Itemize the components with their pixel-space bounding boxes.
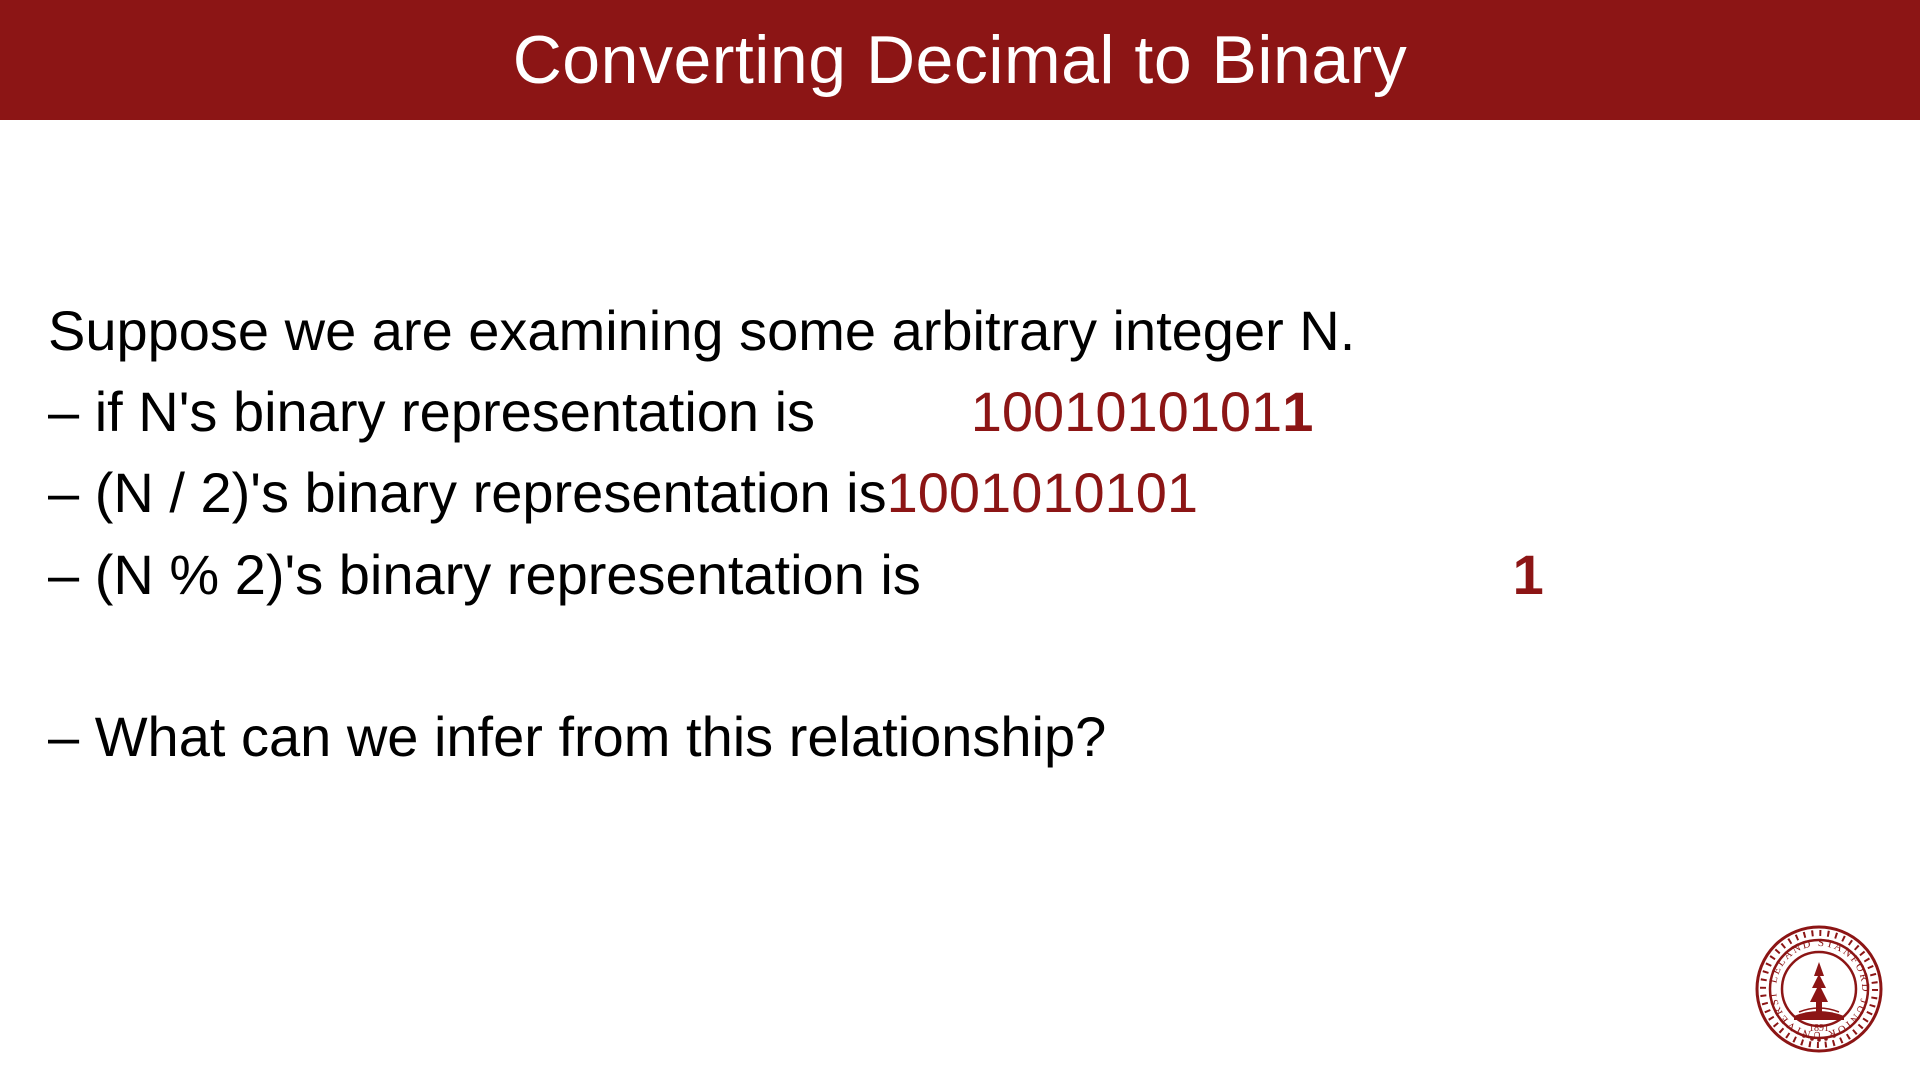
intro-line: Suppose we are examining some arbitrary … bbox=[48, 290, 1544, 371]
university-seal: LELAND STANFORD JUNIOR UNIVERSITY 1891 bbox=[1754, 924, 1884, 1054]
slide-title: Converting Decimal to Binary bbox=[513, 21, 1408, 99]
bullet-1-bits: 1001010101 bbox=[971, 380, 1282, 443]
bullet-2-lead: – (N / 2)'s binary representation is bbox=[48, 452, 887, 533]
bullet-1-bits-bold: 1 bbox=[1282, 380, 1313, 443]
bullet-3: – (N % 2)'s binary representation is 1 bbox=[48, 534, 1544, 615]
seal-year: 1891 bbox=[1809, 1023, 1829, 1034]
bullet-1: – if N's binary representation is 100101… bbox=[48, 371, 1544, 452]
blank-line bbox=[48, 615, 1544, 696]
bullet-2: – (N / 2)'s binary representation is 100… bbox=[48, 452, 1544, 533]
bullet-3-bit: 1 bbox=[1513, 543, 1544, 606]
bullet-4: – What can we infer from this relationsh… bbox=[48, 696, 1544, 777]
bullet-3-lead: – (N % 2)'s binary representation is bbox=[48, 534, 921, 615]
bullet-2-bits: 1001010101 bbox=[887, 461, 1198, 524]
title-bar: Converting Decimal to Binary bbox=[0, 0, 1920, 120]
bullet-1-lead: – if N's binary representation is bbox=[48, 371, 815, 452]
slide-body: Suppose we are examining some arbitrary … bbox=[48, 290, 1544, 777]
